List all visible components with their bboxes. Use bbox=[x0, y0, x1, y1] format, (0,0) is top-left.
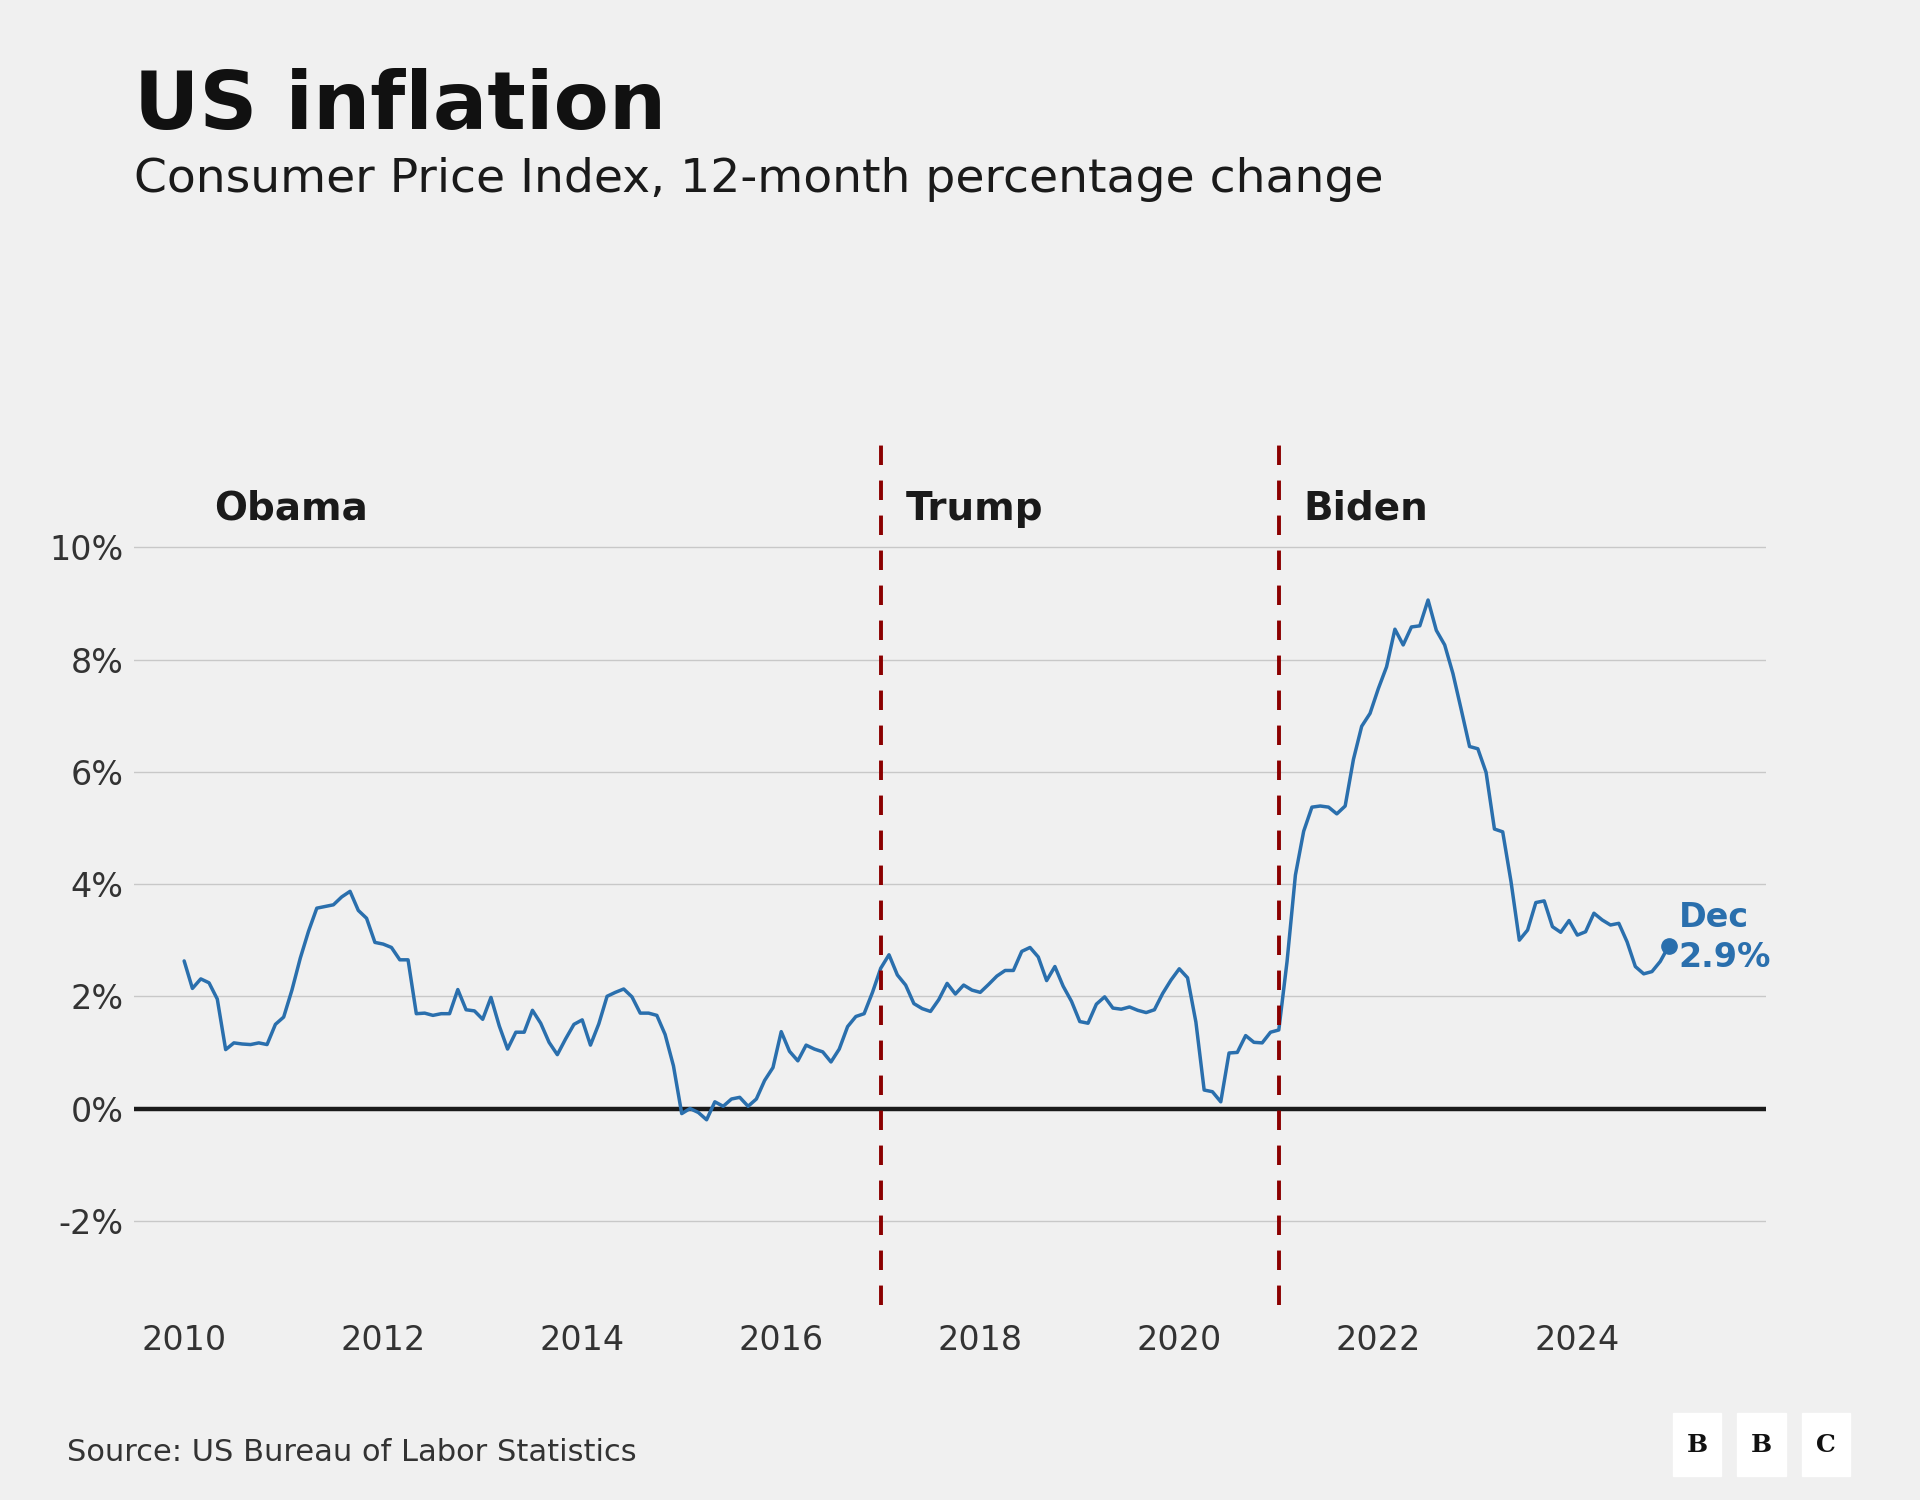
Text: Biden: Biden bbox=[1304, 489, 1428, 528]
Bar bbox=[1801, 1413, 1851, 1476]
Text: B: B bbox=[1751, 1432, 1772, 1456]
Text: US inflation: US inflation bbox=[134, 68, 666, 146]
Text: C: C bbox=[1816, 1432, 1836, 1456]
Bar bbox=[1738, 1413, 1786, 1476]
Text: Source: US Bureau of Labor Statistics: Source: US Bureau of Labor Statistics bbox=[67, 1438, 637, 1467]
Text: Obama: Obama bbox=[213, 489, 369, 528]
Text: Dec
2.9%: Dec 2.9% bbox=[1678, 902, 1770, 974]
Text: Trump: Trump bbox=[906, 489, 1043, 528]
Text: B: B bbox=[1686, 1432, 1707, 1456]
Bar bbox=[1672, 1413, 1720, 1476]
Text: Consumer Price Index, 12-month percentage change: Consumer Price Index, 12-month percentag… bbox=[134, 158, 1384, 203]
